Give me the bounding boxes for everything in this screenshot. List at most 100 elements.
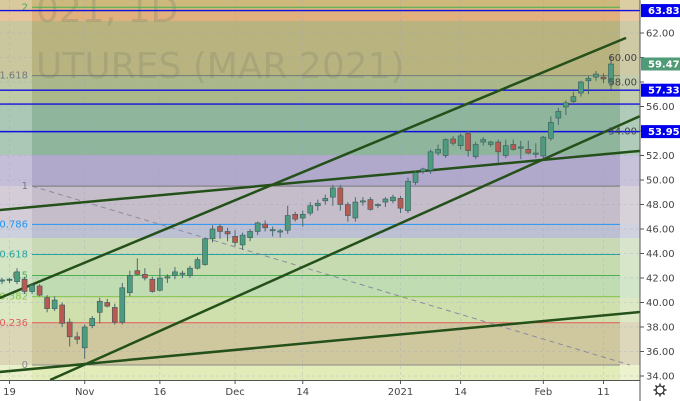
- price-tick-label: 42.00: [646, 274, 675, 285]
- candle-body: [21, 278, 28, 292]
- candle-body: [59, 304, 65, 324]
- fib-label: 0: [22, 360, 28, 371]
- candle-body: [209, 228, 216, 240]
- level-price-label: 63.83: [648, 6, 680, 17]
- trend-lines[interactable]: [0, 36, 641, 382]
- watermark-line-1: 021, 1D: [36, 0, 178, 31]
- candle: [442, 138, 449, 158]
- candle-body: [322, 198, 329, 202]
- candle: [157, 268, 163, 292]
- candle: [585, 75, 592, 95]
- candle: [397, 195, 404, 214]
- candle-body: [247, 231, 253, 238]
- candle-body: [608, 63, 614, 84]
- candle-body: [337, 187, 344, 205]
- candle-body: [0, 279, 5, 282]
- candle-body: [517, 146, 524, 149]
- candle-body: [578, 81, 584, 94]
- candle: [96, 297, 103, 324]
- candle-body: [502, 145, 509, 156]
- candle-body: [585, 78, 592, 82]
- candle-body: [134, 270, 141, 275]
- time-axis-ticks: 19 Nov 16 Dec 14 2021 14 Feb 11: [3, 380, 610, 398]
- candle-body: [104, 302, 111, 307]
- candle-body: [412, 172, 419, 183]
- candle-body: [314, 202, 321, 207]
- candle: [81, 324, 88, 359]
- candle: [472, 142, 479, 160]
- candle-body: [525, 149, 532, 154]
- price-tick-label: 46.00: [646, 225, 675, 236]
- fib-label: 2: [22, 2, 28, 13]
- candle: [179, 270, 186, 278]
- candle: [314, 199, 321, 211]
- candle: [111, 303, 118, 325]
- candle-body: [194, 259, 201, 269]
- candle: [322, 194, 329, 205]
- candle: [578, 80, 584, 97]
- candle-body: [217, 226, 223, 232]
- candle-body: [187, 267, 193, 276]
- candle: [6, 278, 13, 283]
- level-price-label-bg: [641, 83, 680, 97]
- gear-icon[interactable]: [653, 383, 667, 397]
- candle: [277, 229, 283, 238]
- fib-label: 0.236: [0, 318, 28, 329]
- time-axis[interactable]: [0, 380, 640, 401]
- candle-body: [435, 149, 441, 154]
- candle: [239, 232, 246, 250]
- candle-body: [600, 76, 607, 80]
- candle: [217, 224, 223, 239]
- candle: [563, 100, 569, 116]
- candle-body: [74, 336, 80, 340]
- candle: [517, 140, 524, 160]
- candle-body: [29, 285, 35, 292]
- price-tick-label: 56.00: [646, 102, 675, 113]
- candle-body: [450, 138, 456, 144]
- candle: [142, 268, 148, 281]
- candle-body: [360, 200, 366, 203]
- candle-body: [292, 214, 299, 220]
- candle: [450, 135, 456, 146]
- candle-body: [224, 231, 231, 235]
- candle-body: [149, 278, 156, 292]
- candle-body: [465, 133, 471, 151]
- candle-body: [487, 141, 494, 145]
- candle: [66, 318, 73, 347]
- candle: [127, 270, 133, 297]
- candle: [44, 295, 50, 313]
- candle-body: [382, 198, 389, 203]
- horizontal-levels: [0, 9, 640, 133]
- fib-label: 0.786: [0, 219, 28, 230]
- time-tick-label: Feb: [534, 387, 552, 398]
- candle: [269, 226, 276, 237]
- candle: [330, 184, 336, 206]
- price-tick-label: 54.00: [608, 127, 637, 138]
- candle: [172, 266, 178, 280]
- time-tick-label: Dec: [225, 387, 244, 398]
- candle-body: [420, 168, 426, 172]
- price-tick-label: 50.00: [646, 176, 675, 187]
- price-tick-label: 58.00: [608, 78, 637, 89]
- candle: [292, 211, 299, 222]
- candle: [36, 284, 43, 297]
- candle: [89, 315, 96, 329]
- candle: [345, 202, 351, 222]
- candle: [465, 131, 471, 157]
- candle-body: [36, 285, 43, 296]
- candle-body: [239, 234, 246, 246]
- candle: [390, 194, 396, 204]
- candle: [29, 282, 35, 294]
- time-tick-label: 14: [296, 387, 309, 398]
- fib-label: 0.5: [12, 271, 28, 282]
- candle-body: [6, 278, 13, 281]
- candle: [284, 205, 291, 234]
- candle-body: [89, 318, 96, 327]
- level-price-label: 53.95: [648, 127, 680, 138]
- candle-body: [164, 276, 171, 279]
- candle-body: [157, 277, 163, 291]
- candle-body: [284, 215, 291, 231]
- candle: [247, 229, 253, 242]
- candle: [164, 274, 171, 283]
